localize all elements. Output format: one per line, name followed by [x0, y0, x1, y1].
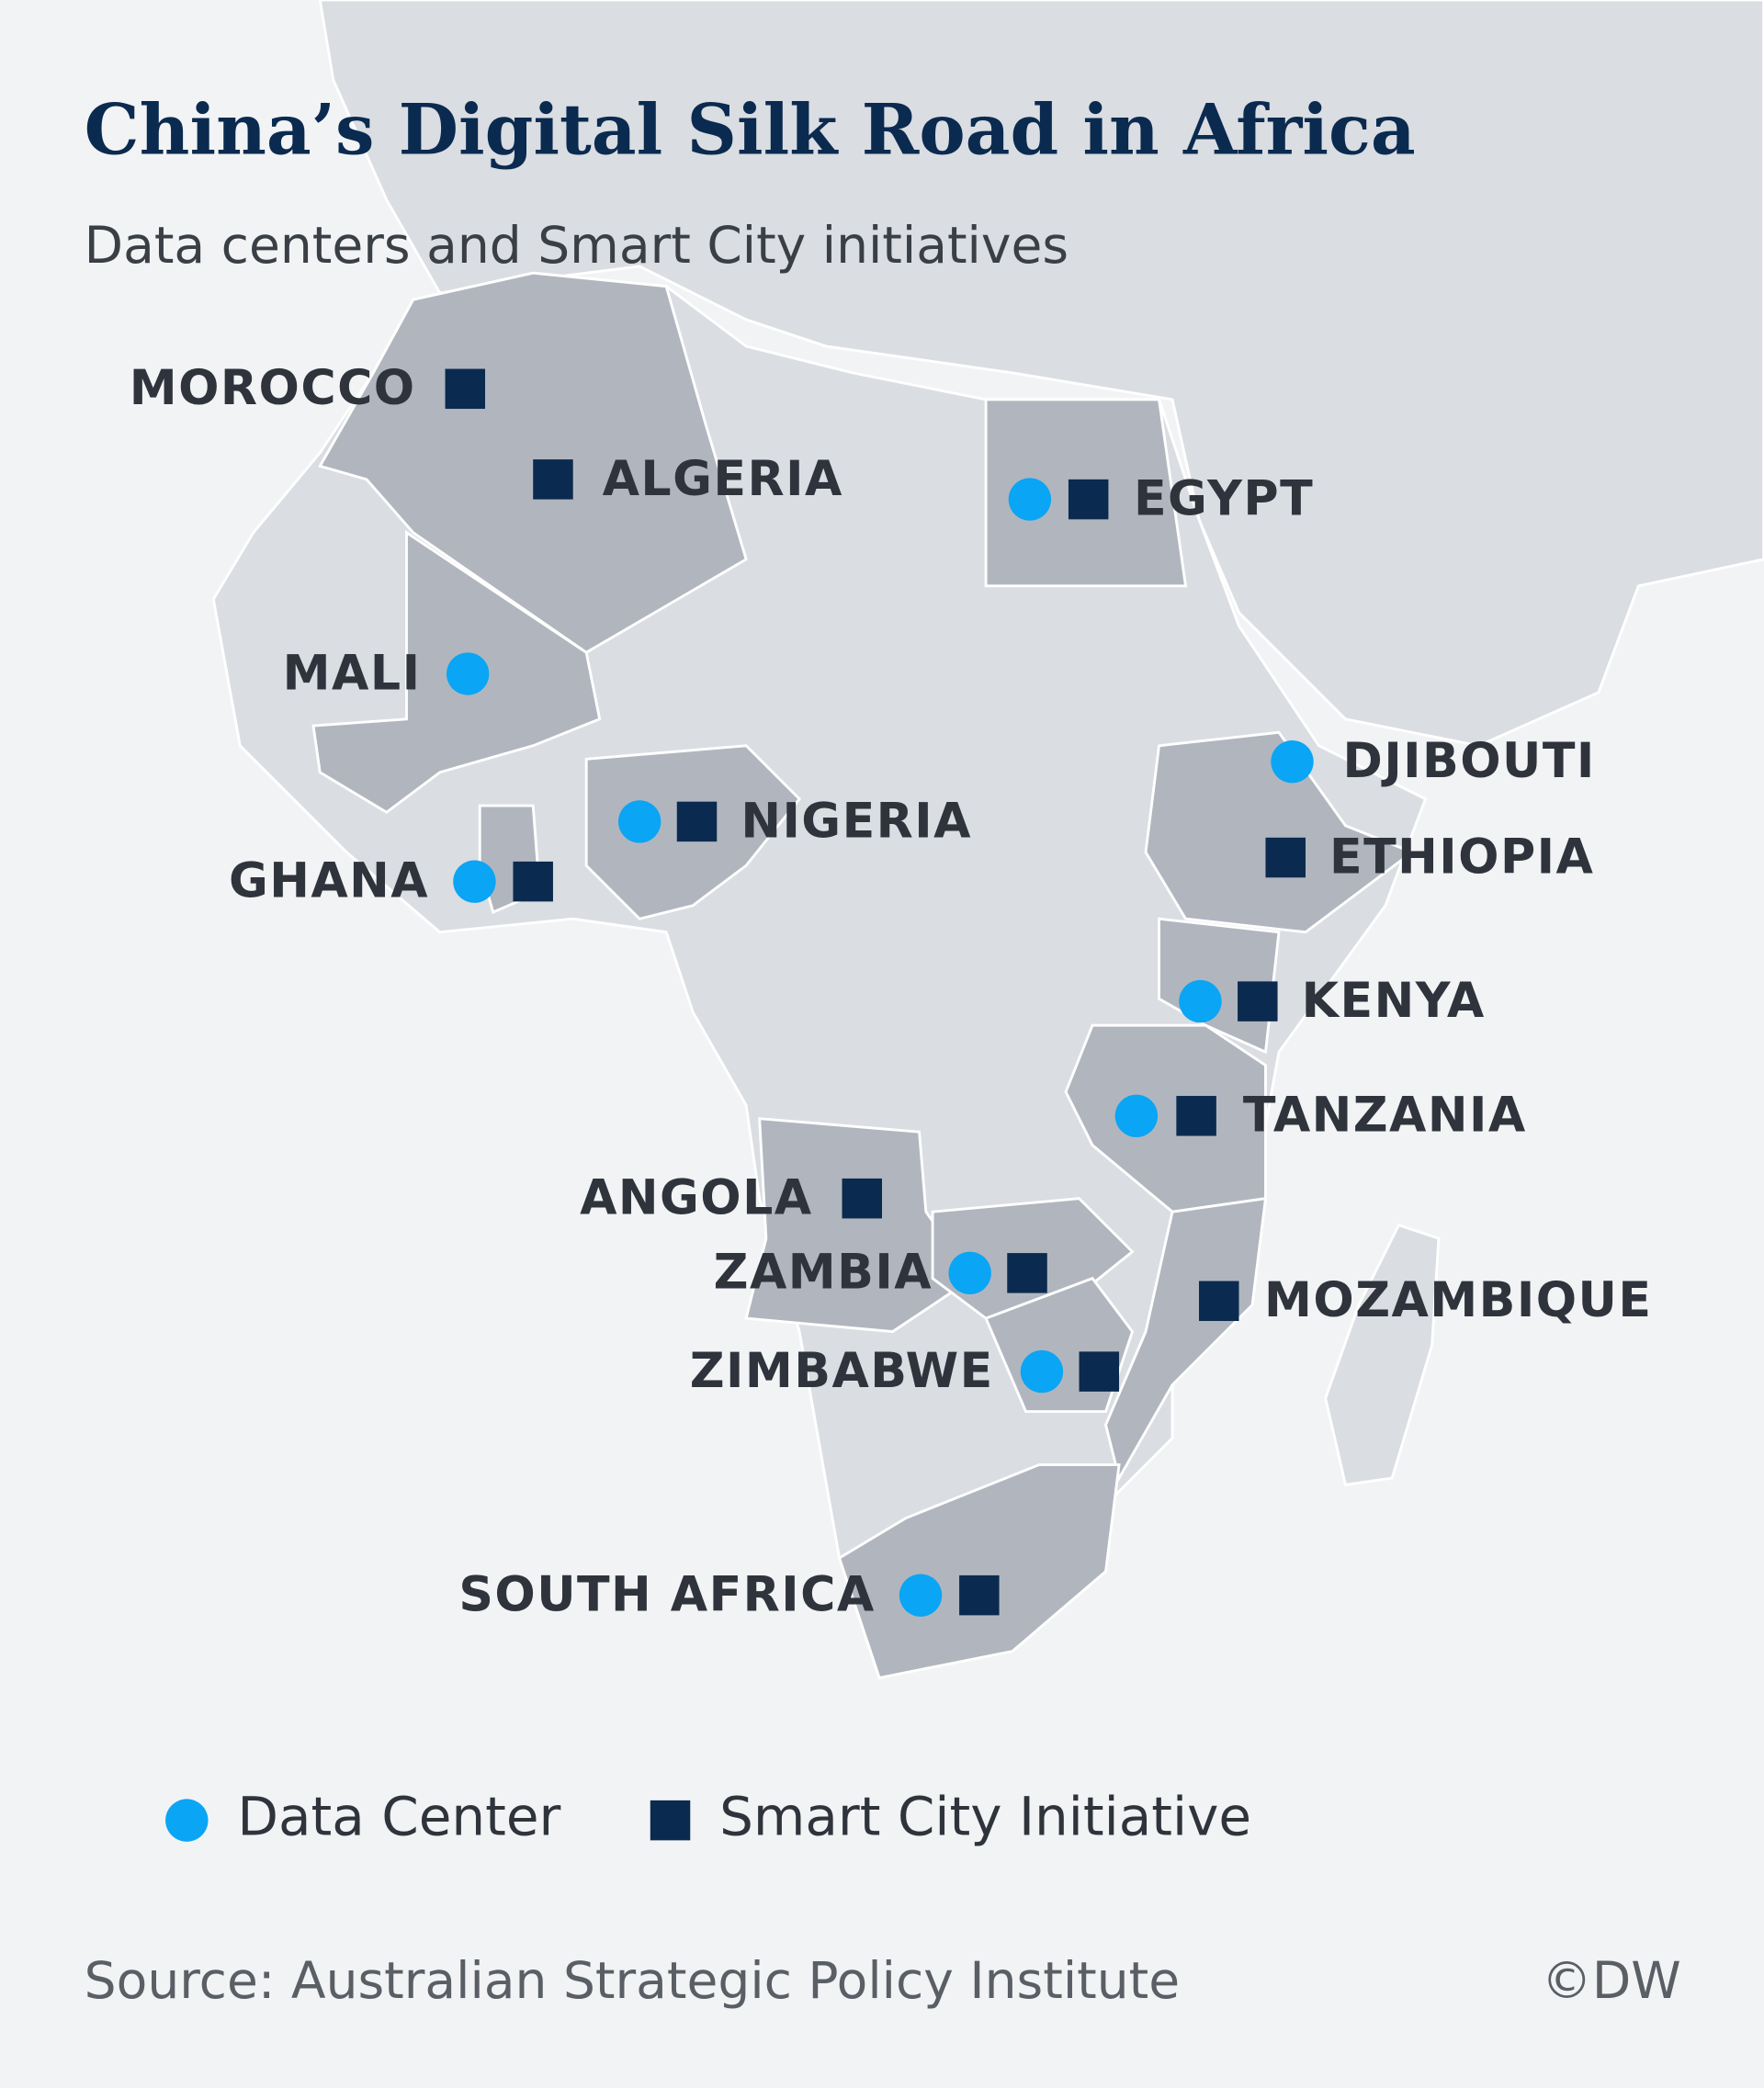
data-center-marker — [1179, 979, 1222, 1023]
data-center-marker — [899, 1574, 943, 1617]
smart-city-marker — [1238, 981, 1278, 1021]
smart-city-marker — [1079, 1351, 1120, 1392]
data-center-marker — [453, 860, 496, 903]
legend: Data Center Smart City Initiative — [165, 1786, 1251, 1848]
country-shape — [1104, 1196, 1268, 1482]
smart-city-marker — [1199, 1281, 1239, 1322]
country-label: TANZANIA — [1243, 1089, 1527, 1144]
country-label: DJIBOUTI — [1343, 734, 1596, 789]
data-center-marker — [1271, 739, 1314, 784]
country-label: GHANA — [229, 854, 429, 909]
subtitle: Data centers and Smart City initiatives — [85, 216, 1069, 275]
source: Source: Australian Strategic Policy Inst… — [85, 1951, 1180, 2010]
data-center-marker — [165, 1799, 209, 1842]
madagascar — [1324, 1223, 1441, 1486]
smart-city-marker — [513, 861, 553, 902]
smart-city-marker — [842, 1178, 882, 1219]
country-shape — [744, 1117, 975, 1334]
smart-city-marker — [1068, 479, 1109, 520]
country-label: KENYA — [1302, 974, 1486, 1029]
data-center-marker — [446, 652, 490, 695]
country-label: MOZAMBIQUE — [1264, 1273, 1652, 1328]
data-center-marker — [948, 1251, 991, 1295]
legend-label: Data Center — [237, 1786, 560, 1848]
smart-city-marker — [650, 1800, 691, 1841]
smart-city-marker — [959, 1574, 1000, 1616]
smart-city-marker — [1265, 837, 1306, 878]
data-center-marker — [1114, 1094, 1159, 1137]
country-label: MOROCCO — [130, 361, 416, 416]
country-label: ANGOLA — [580, 1171, 813, 1226]
credit: ©DW — [1542, 1951, 1681, 2010]
country-label: ZAMBIA — [714, 1246, 933, 1301]
smart-city-marker — [676, 801, 718, 842]
country-shape — [837, 1463, 1121, 1680]
data-center-marker — [1020, 1349, 1064, 1394]
smart-city-marker — [1176, 1096, 1216, 1136]
smart-city-marker — [1007, 1253, 1047, 1293]
country-label: EGYPT — [1134, 472, 1314, 527]
country-label: ZIMBABWE — [690, 1344, 994, 1399]
country-label: SOUTH AFRICA — [458, 1568, 875, 1623]
data-center-marker — [1008, 478, 1052, 521]
smart-city-marker — [445, 368, 486, 410]
smart-city-marker — [533, 459, 573, 500]
country-label: NIGERIA — [741, 794, 972, 849]
title: China’s Digital Silk Road in Africa — [85, 88, 1416, 170]
country-markers: MOROCCO ALGERIA EGYPT MALI DJIBOUTI ETHIOPIA N… — [130, 361, 1652, 1623]
country-label: ALGERIA — [603, 452, 843, 507]
data-center-marker — [617, 800, 662, 843]
country-label: ETHIOPIA — [1329, 830, 1594, 885]
legend-label: Smart City Initiative — [719, 1786, 1251, 1848]
country-label: MALI — [283, 646, 422, 701]
